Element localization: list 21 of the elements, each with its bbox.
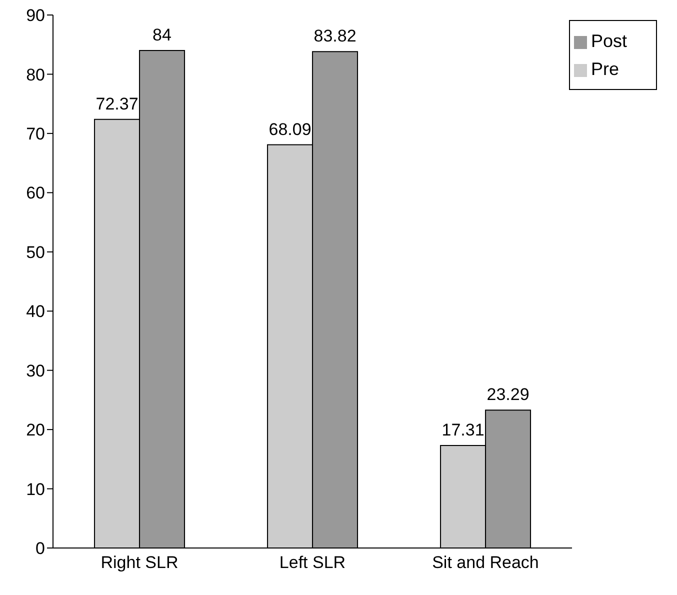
y-tick-label: 40 xyxy=(26,302,45,322)
y-tick-label: 90 xyxy=(26,6,45,26)
data-label: 84 xyxy=(152,26,172,45)
data-label: 68.09 xyxy=(268,120,312,139)
legend-label: Post xyxy=(591,31,628,51)
data-label: 72.37 xyxy=(96,94,138,114)
legend-label: Pre xyxy=(591,59,620,79)
y-tick-label: 70 xyxy=(26,124,45,144)
y-tick-label: 80 xyxy=(26,65,45,84)
data-label: 23.29 xyxy=(486,385,530,404)
data-label: 83.82 xyxy=(314,26,356,46)
y-tick-label: 30 xyxy=(26,361,45,380)
x-tick-label: Left SLR xyxy=(279,553,346,572)
x-tick-label: Right SLR xyxy=(100,553,178,572)
y-tick-label: 10 xyxy=(26,480,45,499)
x-tick-label: Sit and Reach xyxy=(432,553,539,572)
data-label: 17.31 xyxy=(442,420,484,440)
y-tick-label: 50 xyxy=(26,242,45,262)
y-tick-label: 20 xyxy=(26,420,45,440)
y-tick-label: 60 xyxy=(26,184,45,203)
y-tick-label: 0 xyxy=(36,539,45,558)
